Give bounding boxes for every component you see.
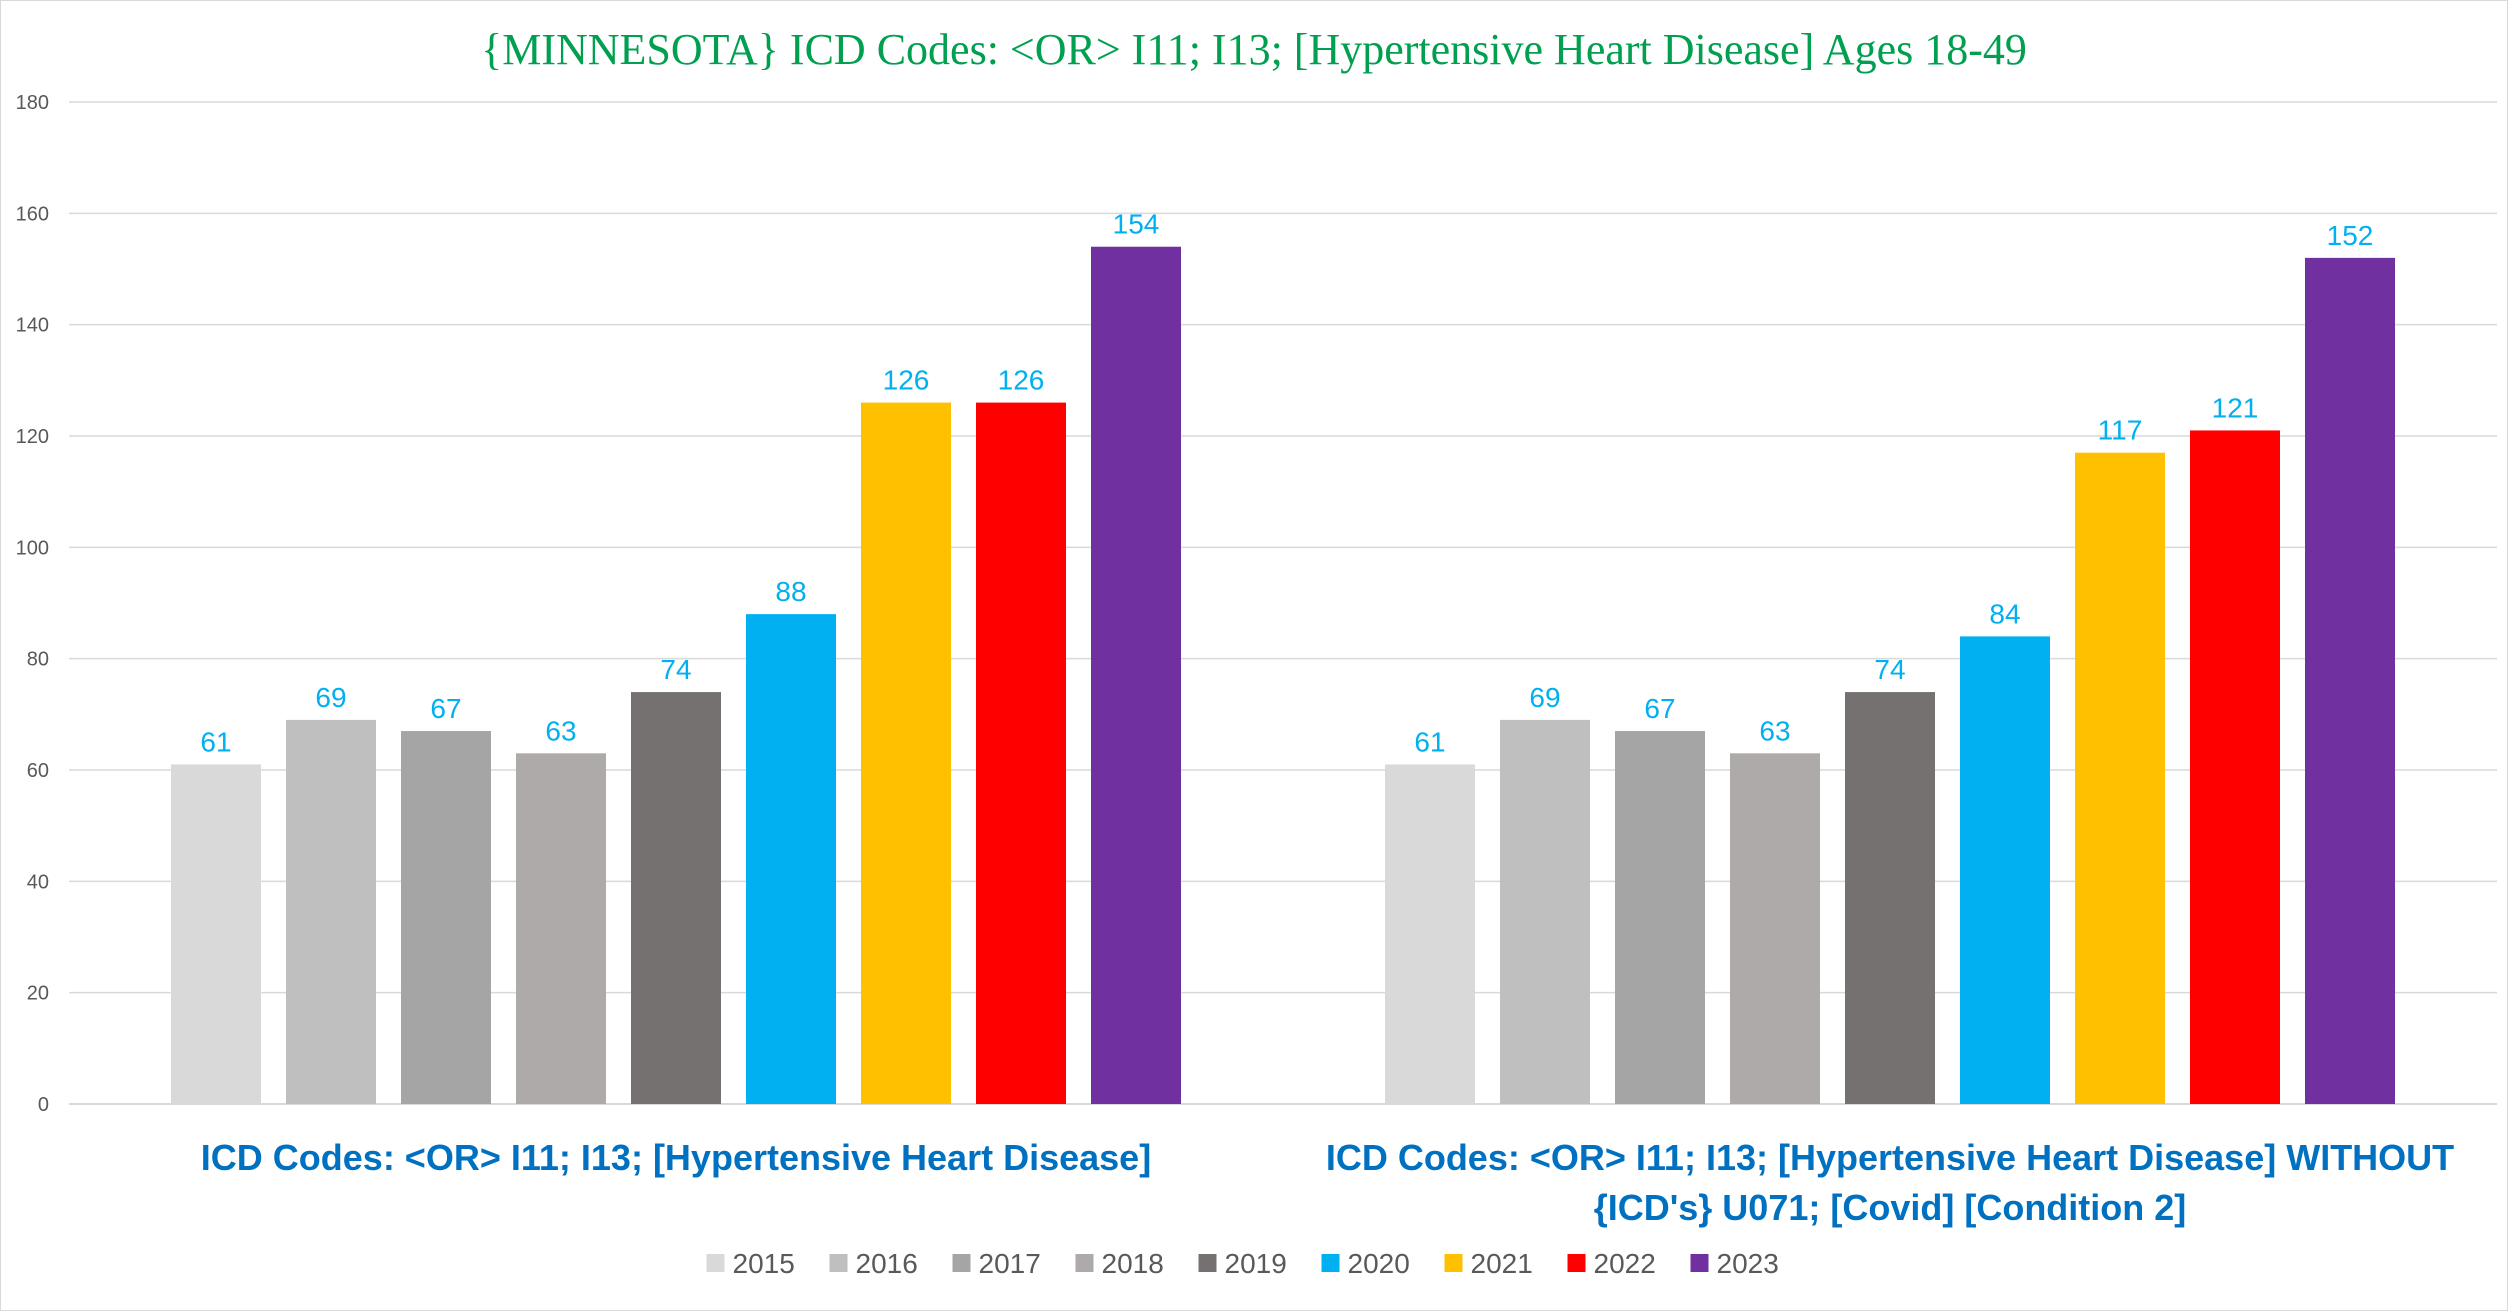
bar-2021	[2075, 452, 2165, 1104]
bar-2019	[1845, 692, 1935, 1104]
y-tick-label: 100	[16, 537, 49, 559]
bar-2020	[746, 614, 836, 1104]
category-label: ICD Codes: <OR> I11; I13; [Hypertensive …	[201, 1137, 1151, 1178]
bars	[171, 246, 2395, 1105]
bar-2023	[2305, 257, 2395, 1104]
y-tick-label: 40	[27, 871, 49, 893]
legend-label: 2021	[1471, 1248, 1533, 1279]
data-label: 126	[998, 365, 1045, 396]
legend-label: 2019	[1225, 1248, 1287, 1279]
bar-2020	[1960, 636, 2050, 1104]
data-label: 117	[2098, 415, 2143, 446]
data-label: 69	[1529, 682, 1560, 713]
bar-2017	[401, 731, 491, 1104]
data-label: 63	[1759, 715, 1790, 746]
bar-2021	[861, 402, 951, 1105]
y-tick-label: 160	[16, 203, 49, 225]
bar-2018	[1730, 753, 1820, 1104]
data-label: 67	[1644, 693, 1675, 724]
legend-label: 2020	[1348, 1248, 1410, 1279]
category-labels: ICD Codes: <OR> I11; I13; [Hypertensive …	[201, 1137, 2454, 1228]
bar-2022	[976, 402, 1066, 1105]
y-tick-label: 60	[27, 760, 49, 782]
y-tick-label: 20	[27, 983, 49, 1005]
bar-2023	[1091, 246, 1181, 1104]
legend-label: 2016	[856, 1248, 918, 1279]
data-label: 74	[1874, 654, 1905, 685]
data-label: 67	[430, 693, 461, 724]
chart-title: {MINNESOTA} ICD Codes: <OR> I11; I13; [H…	[481, 25, 2027, 74]
bar-2015	[171, 764, 261, 1104]
legend-swatch-2019	[1198, 1254, 1217, 1272]
legend-swatch-2017	[952, 1254, 971, 1272]
data-label: 88	[775, 576, 806, 607]
legend-swatch-2018	[1075, 1254, 1094, 1272]
data-label: 74	[660, 654, 691, 685]
y-tick-label: 120	[16, 426, 49, 448]
legend-swatch-2016	[829, 1254, 848, 1272]
data-label: 154	[1113, 209, 1160, 240]
legend-swatch-2022	[1567, 1254, 1586, 1272]
data-label: 61	[1414, 726, 1445, 757]
data-label: 61	[200, 726, 231, 757]
category-label: ICD Codes: <OR> I11; I13; [Hypertensive …	[1326, 1137, 2454, 1178]
data-label: 152	[2327, 220, 2374, 251]
bar-2015	[1385, 764, 1475, 1104]
bar-2016	[286, 719, 376, 1104]
legend-label: 2022	[1594, 1248, 1656, 1279]
data-label: 126	[883, 365, 930, 396]
data-label: 69	[315, 682, 346, 713]
legend-label: 2015	[733, 1248, 795, 1279]
y-tick-label: 180	[16, 92, 49, 114]
legend-label: 2017	[979, 1248, 1041, 1279]
bar-2019	[631, 692, 721, 1104]
bar-2018	[516, 753, 606, 1104]
legend: 2015 2016 2017 2018 2019 2020 2021 2022 2023	[706, 1248, 1779, 1279]
bar-2017	[1615, 731, 1705, 1104]
legend-swatch-2023	[1690, 1254, 1709, 1272]
bar-2016	[1500, 719, 1590, 1104]
legend-swatch-2015	[706, 1254, 725, 1272]
data-label: 63	[545, 715, 576, 746]
legend-label: 2018	[1102, 1248, 1164, 1279]
y-axis-tick-labels: 0 20 40 60 80 100 120 140 160 180	[16, 92, 49, 1116]
legend-swatch-2020	[1321, 1254, 1340, 1272]
data-labels: 61 69 67 63 74 88 126 126 154 61 69 67 63 74 84 117 121 1…	[200, 209, 2373, 758]
legend-label: 2023	[1717, 1248, 1779, 1279]
y-tick-label: 80	[27, 649, 49, 671]
data-label: 121	[2212, 392, 2259, 423]
category-label: {ICD's} U071; [Covid] [Condition 2]	[1594, 1187, 2187, 1228]
bar-2022	[2190, 430, 2280, 1104]
y-tick-label: 140	[16, 315, 49, 337]
y-tick-label: 0	[38, 1094, 49, 1116]
legend-swatch-2021	[1444, 1254, 1463, 1272]
data-label: 84	[1989, 598, 2020, 629]
